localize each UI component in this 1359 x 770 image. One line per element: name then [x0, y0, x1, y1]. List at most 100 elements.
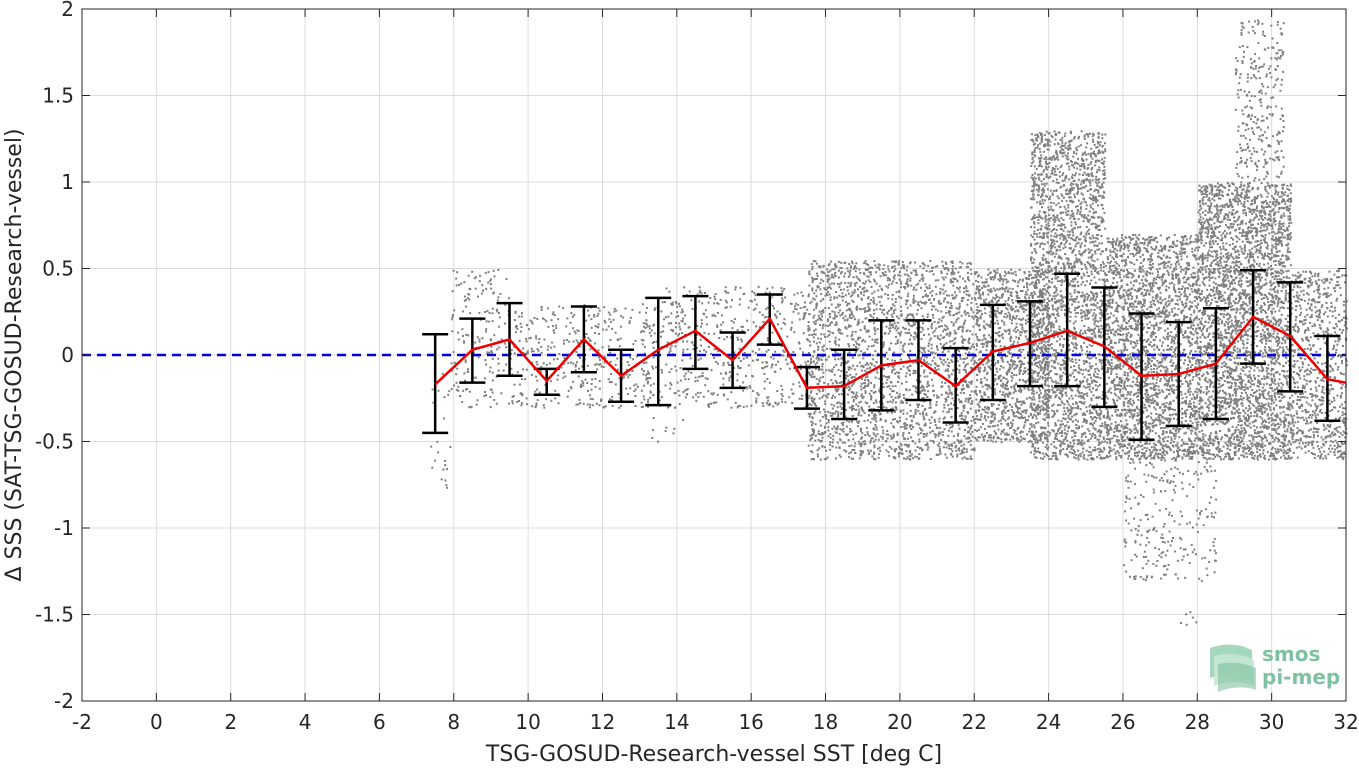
scatter-point [847, 368, 850, 371]
scatter-point [757, 394, 760, 397]
scatter-point [1012, 363, 1014, 365]
scatter-point [939, 334, 942, 337]
scatter-point [450, 388, 453, 391]
scatter-point [928, 298, 931, 301]
scatter-point [430, 445, 433, 448]
scatter-point [1016, 341, 1019, 344]
scatter-point [902, 394, 905, 396]
scatter-point [455, 381, 458, 384]
scatter-point [899, 333, 901, 336]
scatter-point [675, 302, 678, 305]
scatter-point [906, 306, 909, 309]
scatter-point [978, 292, 981, 295]
scatter-point [834, 266, 837, 268]
scatter-point [1039, 292, 1042, 294]
scatter-point [823, 446, 826, 449]
scatter-point [495, 308, 498, 311]
scatter-point [808, 334, 811, 336]
scatter-point [464, 359, 467, 362]
scatter-point [960, 387, 963, 390]
scatter-point [497, 357, 500, 360]
scatter-point [926, 396, 929, 398]
scatter-point [917, 457, 920, 460]
scatter-point [464, 361, 467, 364]
scatter-point [534, 390, 537, 393]
scatter-point [1015, 365, 1018, 368]
scatter-point [967, 299, 969, 301]
scatter-point [969, 394, 972, 396]
scatter-point [877, 289, 880, 292]
scatter-point [940, 438, 943, 441]
scatter-point [463, 372, 466, 375]
scatter-point [682, 419, 685, 421]
scatter-point [719, 329, 722, 332]
scatter-point [1004, 387, 1006, 390]
scatter-point [886, 385, 889, 388]
scatter-point [758, 348, 761, 351]
scatter-point [710, 369, 713, 372]
scatter-point [912, 297, 915, 300]
scatter-point [847, 281, 850, 284]
scatter-point [900, 297, 903, 300]
scatter-point [1019, 359, 1021, 362]
scatter-point [969, 433, 972, 436]
scatter-point [831, 407, 834, 410]
scatter-point [941, 260, 944, 263]
scatter-point [670, 344, 673, 347]
scatter-point [839, 332, 842, 335]
scatter-point [1016, 427, 1019, 430]
scatter-point [869, 366, 872, 369]
scatter-point [928, 406, 931, 409]
scatter-point [788, 396, 791, 399]
scatter-point [1019, 331, 1021, 334]
scatter-point [964, 400, 967, 403]
scatter-point [817, 346, 820, 349]
scatter-point [828, 263, 831, 266]
scatter-point [898, 455, 900, 458]
scatter-point [1016, 297, 1019, 299]
scatter-point [752, 390, 755, 392]
scatter-point [961, 262, 964, 265]
scatter-point [934, 436, 937, 439]
scatter-point [952, 314, 955, 317]
scatter-point [916, 456, 919, 459]
scatter-point [610, 321, 613, 323]
scatter-point [931, 290, 934, 292]
scatter-point [738, 303, 741, 306]
scatter-point [812, 431, 815, 434]
scatter-point [1033, 302, 1036, 304]
scatter-point [861, 397, 864, 400]
scatter-point [821, 327, 824, 330]
scatter-point [998, 368, 1001, 371]
scatter-point [1002, 384, 1005, 387]
scatter-point [597, 326, 600, 329]
scatter-point [1005, 307, 1008, 310]
scatter-point [969, 443, 972, 446]
scatter-point [961, 457, 964, 460]
scatter-point [1079, 408, 1082, 411]
scatter-point [1022, 362, 1025, 365]
scatter-point [766, 337, 769, 340]
scatter-point [861, 364, 864, 367]
scatter-point [918, 403, 920, 406]
scatter-point [682, 348, 685, 351]
scatter-point [921, 384, 924, 387]
scatter-point [977, 280, 980, 283]
scatter-point [753, 292, 756, 294]
scatter-point [898, 271, 901, 274]
scatter-point [969, 455, 972, 458]
scatter-point [948, 444, 951, 447]
scatter-point [692, 348, 695, 351]
scatter-point [974, 368, 977, 371]
scatter-point [1001, 283, 1004, 286]
scatter-point [834, 396, 837, 399]
scatter-point [953, 332, 956, 335]
scatter-point [591, 378, 594, 381]
scatter-point [593, 313, 596, 316]
scatter-point [892, 390, 895, 392]
scatter-point [530, 320, 533, 323]
scatter-point [830, 276, 833, 279]
scatter-point [850, 317, 853, 319]
scatter-point [929, 458, 932, 460]
scatter-point [915, 391, 918, 394]
